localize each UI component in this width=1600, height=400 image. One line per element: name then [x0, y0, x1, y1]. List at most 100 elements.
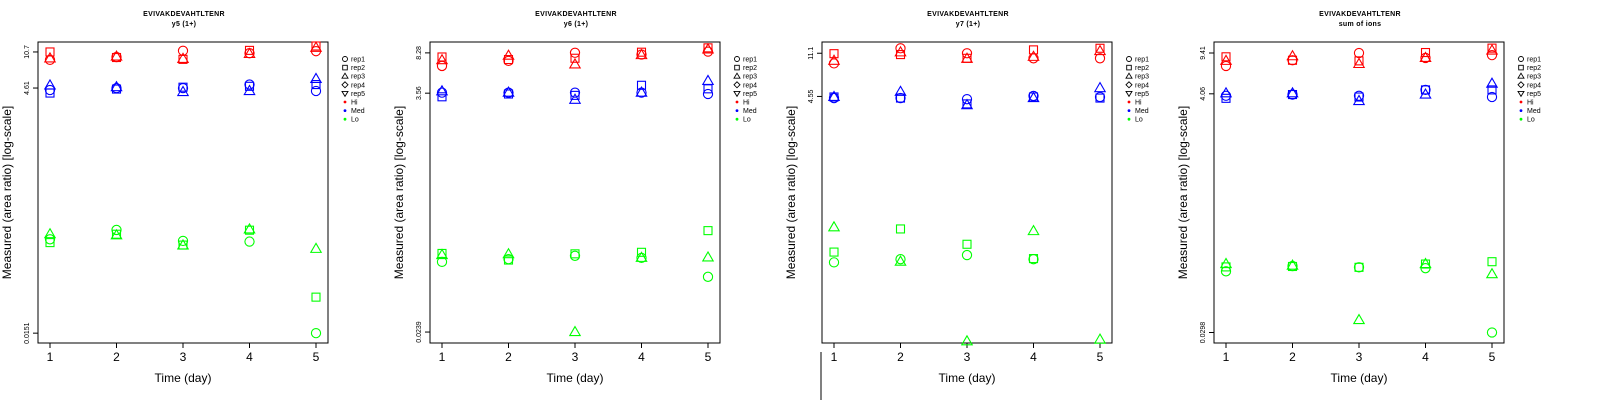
y-tick-label: 4.06	[1200, 87, 1207, 101]
data-point-hi	[568, 57, 582, 69]
legend-label-rep1: rep1	[1135, 57, 1149, 64]
data-point-med	[701, 74, 715, 85]
data-point-lo	[1420, 263, 1431, 274]
legend-dot-hi	[1127, 100, 1131, 104]
data-point-lo	[895, 254, 906, 265]
legend-label-hi: Hi	[743, 100, 750, 107]
legend-label-med: Med	[743, 108, 757, 115]
data-point-lo	[960, 334, 974, 346]
panel-1: EVIVAKDEVAHTLTENR y5 (1+) 0.0151 4.61 10.7 1 2…	[0, 11, 365, 385]
y-axis-label: Measured (area ratio) [log-scale]	[784, 106, 798, 279]
data-point-med	[960, 98, 974, 110]
data-point-med	[437, 92, 447, 102]
data-point-lo	[703, 226, 713, 236]
data-point-lo	[243, 222, 256, 234]
plot-subtitle: y5 (1+)	[172, 21, 196, 28]
data-point-lo	[503, 255, 514, 265]
data-point-med	[1286, 86, 1299, 98]
legend-label-rep1: rep1	[743, 57, 757, 64]
legend-label-rep4: rep4	[1527, 82, 1541, 89]
legend-label-rep2: rep2	[1135, 65, 1149, 72]
legend-dot-lo	[1127, 117, 1131, 121]
legend-label-med: Med	[1527, 108, 1541, 115]
x-tick-label: 2	[113, 350, 120, 364]
x-tick-label: 4	[246, 350, 253, 364]
data-point-hi	[1286, 49, 1299, 61]
legend-marker	[1517, 81, 1525, 89]
legend-label-rep3: rep3	[743, 74, 757, 81]
legend-marker	[1125, 81, 1133, 89]
x-tick-label: 3	[180, 350, 187, 364]
legend-label-rep4: rep4	[351, 82, 365, 89]
data-point-hi	[1420, 47, 1431, 58]
x-axis-label: Time (day)	[155, 371, 212, 385]
panel-2: EVIVAKDEVAHTLTENR y6 (1+) 0.0239 3.56 8.28 1 2…	[392, 11, 757, 385]
data-point-lo	[701, 250, 715, 262]
data-point-med	[1487, 85, 1497, 95]
legend-label-rep5: rep5	[351, 91, 365, 98]
x-axis-label: Time (day)	[547, 371, 604, 385]
data-point-hi	[43, 51, 57, 63]
data-point-hi	[961, 48, 973, 59]
legend-label-rep5: rep5	[1527, 91, 1541, 98]
data-point-lo	[828, 257, 840, 268]
data-point-lo	[1220, 266, 1232, 277]
data-point-lo	[1219, 257, 1233, 269]
data-point-lo	[894, 255, 907, 266]
plot-title: EVIVAKDEVAHTLTENR	[1319, 11, 1401, 18]
data-point-lo	[568, 325, 582, 337]
data-point-med	[311, 80, 321, 90]
legend-label-rep3: rep3	[1527, 74, 1541, 81]
data-point-lo	[1221, 262, 1231, 272]
data-point-med	[636, 80, 647, 90]
data-point-hi	[636, 47, 647, 57]
legend-label-rep3: rep3	[1135, 74, 1149, 81]
x-tick-label: 5	[1097, 350, 1104, 364]
plot-subtitle: y7 (1+)	[956, 21, 980, 28]
data-point-lo	[1093, 333, 1107, 344]
legend-dot-med	[343, 109, 347, 112]
data-point-hi	[701, 42, 715, 54]
x-tick-label: 5	[1489, 350, 1496, 364]
data-point-lo	[110, 228, 123, 240]
data-point-med	[310, 85, 322, 97]
data-point-lo	[962, 239, 972, 249]
y-tick-label: 11.1	[808, 47, 815, 60]
data-point-lo	[309, 242, 323, 253]
data-point-med	[1485, 77, 1499, 88]
data-point-med	[243, 84, 256, 96]
data-point-med	[1095, 93, 1105, 103]
legend-marker	[733, 90, 741, 98]
data-point-med	[1093, 81, 1107, 93]
legend-marker	[733, 72, 741, 79]
x-tick-label: 2	[505, 350, 512, 364]
data-point-hi	[437, 52, 447, 62]
data-point-hi	[1419, 51, 1432, 62]
x-tick-label: 5	[313, 350, 320, 364]
data-point-med	[568, 93, 582, 104]
legend-dot-lo	[735, 117, 739, 121]
data-point-lo	[702, 271, 714, 282]
data-point-hi	[176, 52, 190, 63]
y-tick-label: 0.0298	[1200, 322, 1207, 344]
data-point-med	[1027, 91, 1040, 103]
data-point-med	[1353, 90, 1365, 101]
data-point-lo	[569, 250, 581, 261]
legend-label-hi: Hi	[1527, 100, 1534, 107]
data-point-lo	[570, 249, 580, 259]
data-point-hi	[503, 55, 514, 67]
legend-label-rep2: rep2	[1527, 65, 1541, 72]
data-point-lo	[310, 328, 322, 339]
data-point-lo	[827, 220, 841, 232]
data-point-lo	[111, 224, 122, 236]
data-point-lo	[1353, 262, 1365, 273]
data-point-lo	[177, 235, 189, 247]
legend-marker	[341, 90, 349, 98]
x-tick-label: 4	[638, 350, 645, 364]
y-tick-label: 4.61	[24, 81, 31, 95]
data-point-med	[436, 87, 448, 98]
legend-dot-lo	[1519, 117, 1523, 121]
data-point-med	[895, 93, 906, 103]
